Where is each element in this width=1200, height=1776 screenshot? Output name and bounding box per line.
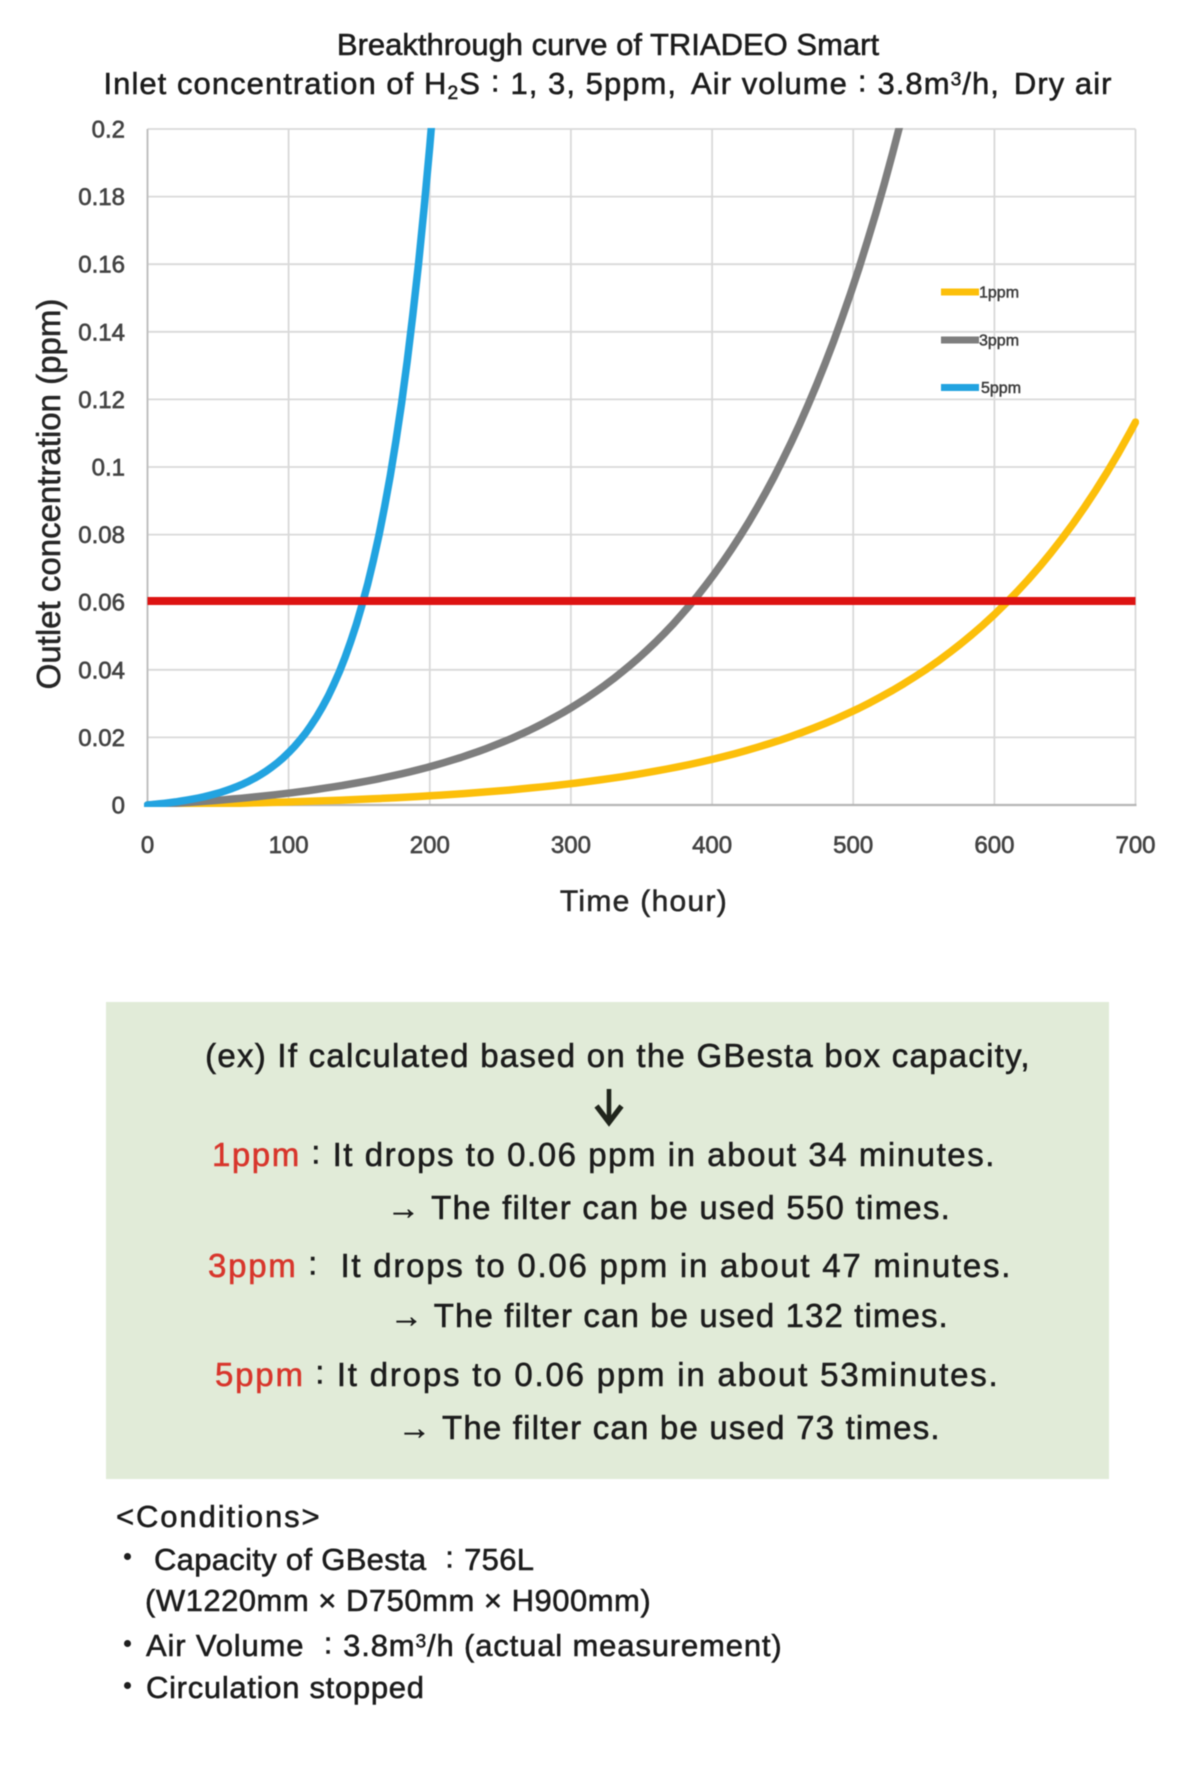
svg-text:0.18: 0.18 [78,184,125,211]
svg-text:400: 400 [692,832,732,859]
svg-text:500: 500 [833,832,873,859]
svg-text:3ppm: 3ppm [979,333,1019,350]
svg-text:0.16: 0.16 [78,252,125,279]
svg-text:5ppm: 5ppm [981,380,1021,397]
svg-text:0: 0 [112,793,125,820]
svg-text:0.06: 0.06 [78,590,125,617]
svg-text:0.12: 0.12 [78,387,125,414]
svg-text:0.1: 0.1 [92,455,125,482]
svg-text:1ppm: 1ppm [979,285,1019,302]
svg-text:0: 0 [141,832,154,859]
svg-text:0.2: 0.2 [92,117,125,144]
svg-text:600: 600 [974,832,1014,859]
svg-text:200: 200 [410,832,450,859]
svg-text:0.04: 0.04 [78,657,125,684]
svg-text:300: 300 [551,832,591,859]
svg-text:0.14: 0.14 [78,319,125,346]
svg-text:0.02: 0.02 [78,725,125,752]
svg-text:0.08: 0.08 [78,522,125,549]
svg-text:700: 700 [1115,832,1155,859]
svg-text:100: 100 [269,832,309,859]
